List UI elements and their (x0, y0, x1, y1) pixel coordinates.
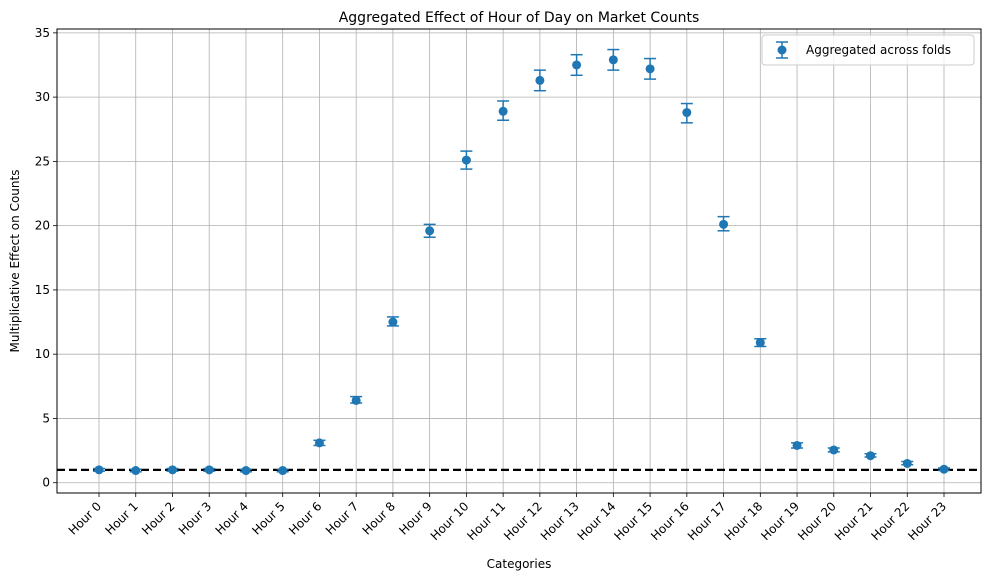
point-marker (167, 465, 177, 475)
point-marker (204, 465, 214, 475)
point-marker (608, 55, 618, 65)
data-point (607, 48, 620, 71)
point-marker (866, 451, 876, 461)
x-tick-label: Hour 11 (464, 499, 508, 543)
point-marker (425, 226, 435, 236)
point-marker (535, 75, 545, 85)
data-point (644, 57, 657, 80)
x-tick-label: Hour 17 (685, 499, 729, 543)
data-point (570, 53, 583, 77)
x-tick-label: Hour 2 (139, 499, 177, 537)
point-marker (498, 106, 508, 116)
point-marker (241, 466, 251, 476)
x-tick-label: Hour 12 (501, 499, 545, 543)
point-marker (131, 466, 141, 476)
y-tick-label: 10 (35, 347, 50, 361)
data-point (497, 100, 510, 122)
x-tick-label: Hour 6 (286, 499, 324, 537)
data-point (791, 440, 804, 450)
x-tick-label: Hour 23 (905, 499, 949, 543)
data-point (717, 215, 730, 232)
x-tick-label: Hour 20 (795, 499, 839, 543)
data-point (680, 102, 693, 124)
data-point (533, 69, 546, 92)
data-point (93, 465, 105, 475)
data-point (129, 466, 142, 476)
data-point (386, 316, 399, 327)
x-tick-label: Hour 4 (213, 499, 251, 537)
data-point (166, 465, 179, 475)
data-point (864, 451, 877, 461)
x-tick-label: Hour 5 (249, 499, 287, 537)
legend-marker (776, 41, 788, 59)
plot-area (56, 28, 982, 494)
y-tick-label: 20 (35, 219, 50, 233)
data-point (901, 458, 914, 468)
x-tick-label: Hour 18 (722, 499, 766, 543)
legend-label: Aggregated across folds (806, 43, 951, 57)
data-series (93, 48, 950, 476)
point-marker (94, 465, 104, 475)
chart-title: Aggregated Effect of Hour of Day on Mark… (339, 10, 700, 26)
y-tick-label: 35 (35, 26, 50, 40)
x-tick-label: Hour 13 (538, 499, 582, 543)
point-marker (682, 108, 692, 118)
x-tick-label: Hour 8 (360, 499, 398, 537)
x-tick-label: Hour 15 (611, 499, 655, 543)
point-marker (902, 458, 912, 468)
legend-box (761, 34, 975, 66)
data-point (827, 445, 840, 455)
x-axis-label: Categories (487, 557, 552, 571)
x-tick-label: Hour 14 (575, 499, 619, 543)
point-marker (755, 338, 765, 348)
y-tick-label: 5 (42, 411, 50, 425)
point-marker (572, 60, 582, 70)
data-point (276, 466, 289, 476)
data-point (460, 150, 473, 170)
grid (57, 29, 981, 493)
y-tick-label: 30 (35, 90, 50, 104)
data-point (313, 438, 326, 448)
point-marker (829, 445, 839, 455)
y-axis-label: Multiplicative Effect on Counts (8, 170, 22, 353)
data-point (423, 223, 436, 238)
data-point (350, 395, 363, 405)
data-point (203, 465, 216, 475)
x-tick-label: Hour 7 (323, 499, 361, 537)
point-marker (314, 438, 324, 448)
point-marker (719, 219, 729, 229)
data-point (239, 466, 252, 476)
x-tick-label: Hour 19 (758, 499, 802, 543)
point-marker (645, 64, 655, 74)
x-tick-label: Hour 21 (832, 499, 876, 543)
x-tick-label: Hour 16 (648, 499, 692, 543)
x-tick-label: Hour 0 (66, 499, 104, 537)
point-marker (461, 155, 471, 165)
point-marker (278, 466, 288, 476)
y-tick-label: 15 (35, 283, 50, 297)
x-tick-label: Hour 22 (869, 499, 913, 543)
x-tick-label: Hour 3 (176, 499, 214, 537)
x-tick-label: Hour 10 (428, 499, 472, 543)
point-marker (792, 440, 802, 450)
data-point (938, 464, 950, 474)
data-point (754, 338, 767, 348)
x-tick-label: Hour 1 (102, 499, 140, 537)
y-axis: 0 5 10 15 20 25 30 35 (35, 26, 57, 490)
legend: Aggregated across folds (761, 34, 975, 66)
y-tick-label: 0 (42, 476, 50, 490)
y-tick-label: 25 (35, 154, 50, 168)
point-marker (351, 395, 361, 405)
point-marker (388, 317, 398, 327)
point-marker (939, 464, 949, 474)
